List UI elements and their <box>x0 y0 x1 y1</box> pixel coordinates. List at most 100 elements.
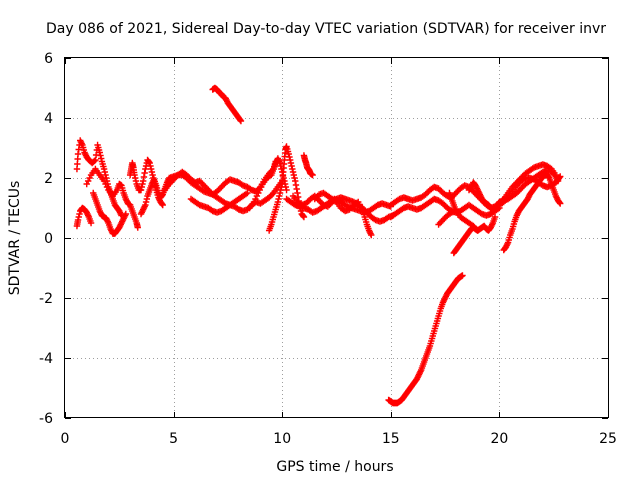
data-point <box>96 149 103 156</box>
data-point <box>92 156 99 164</box>
data-point <box>138 183 145 191</box>
data-point <box>556 199 563 206</box>
y-tick-label: 2 <box>44 171 53 187</box>
data-point <box>141 169 148 177</box>
series-track-09 <box>209 84 245 125</box>
data-point <box>159 201 166 209</box>
data-point <box>87 219 95 227</box>
data-point <box>286 156 294 164</box>
y-tick-label: -6 <box>39 411 53 427</box>
data-point <box>145 158 153 166</box>
data-point <box>289 165 296 173</box>
data-point <box>287 159 295 167</box>
data-point <box>286 153 293 161</box>
data-point <box>76 210 83 218</box>
data-point <box>294 189 301 197</box>
data-point <box>132 177 140 185</box>
x-tick-label: 10 <box>273 431 291 447</box>
data-point <box>147 165 155 173</box>
data-point <box>100 165 108 173</box>
x-tick-label: 15 <box>382 431 400 447</box>
data-point <box>454 209 462 216</box>
plot-frame <box>64 57 609 418</box>
data-point <box>278 183 285 191</box>
data-point <box>557 173 564 180</box>
y-axis-label: SDTVAR / TECUs <box>7 181 23 296</box>
data-point <box>276 192 283 200</box>
y-tick-label: -2 <box>39 291 53 307</box>
data-point <box>131 171 138 179</box>
data-point <box>146 159 153 167</box>
data-point <box>283 186 290 194</box>
data-point <box>148 168 156 176</box>
data-point <box>97 152 104 159</box>
y-tick-label: 6 <box>44 51 53 67</box>
data-point <box>275 195 282 203</box>
data-point <box>557 200 564 207</box>
data-point <box>299 212 307 220</box>
series-track-10 <box>246 155 290 212</box>
data-point <box>366 228 374 236</box>
data-point <box>143 195 151 203</box>
data-point <box>237 117 245 125</box>
series-track-23 <box>496 173 564 209</box>
data-point <box>142 201 149 209</box>
data-point <box>292 177 299 185</box>
data-point <box>122 210 130 218</box>
data-point <box>139 177 147 185</box>
x-tick-label: 20 <box>490 431 508 447</box>
data-point <box>285 150 292 158</box>
chart-title: Day 086 of 2021, Sidereal Day-to-day VTE… <box>46 21 606 37</box>
data-point <box>556 174 563 181</box>
series-track-04 <box>83 165 141 231</box>
series-track-08 <box>187 189 251 216</box>
data-point <box>237 116 244 124</box>
data-point <box>134 224 141 231</box>
data-point <box>98 155 105 162</box>
data-point <box>132 174 139 182</box>
data-point <box>142 198 150 206</box>
data-point <box>288 162 295 170</box>
data-point <box>291 174 298 182</box>
data-point <box>158 200 166 208</box>
data-point <box>75 213 82 221</box>
data-point <box>139 180 146 188</box>
data-point <box>142 165 149 173</box>
data-point <box>491 213 499 221</box>
grid <box>65 58 608 418</box>
data-point <box>83 180 90 188</box>
data-point <box>309 171 316 179</box>
data-point <box>459 272 466 279</box>
data-point <box>137 186 145 194</box>
x-tick-label: 5 <box>169 431 178 447</box>
data-point <box>274 198 282 206</box>
series-track-03 <box>90 189 130 237</box>
series-track-02 <box>73 204 95 230</box>
axis-ticks: 0 5 10 15 20 25 -6 -4 -2 0 2 4 6 <box>39 51 617 447</box>
y-tick-label: 0 <box>44 231 53 247</box>
data-point <box>140 173 148 181</box>
x-axis-label: GPS time / hours <box>276 459 393 475</box>
data-point <box>74 216 82 224</box>
data-point <box>147 162 154 170</box>
data-point <box>149 171 156 179</box>
data-point <box>292 181 300 189</box>
data-point <box>300 213 308 221</box>
data-point <box>101 168 109 176</box>
series-track-13 <box>300 152 316 179</box>
data-point <box>244 189 251 197</box>
series-track-15 <box>311 189 375 239</box>
data-point <box>368 231 375 239</box>
data-points <box>73 84 564 407</box>
series-track-24 <box>385 272 466 407</box>
x-tick-label: 0 <box>61 431 70 447</box>
data-point <box>102 171 109 179</box>
series-track-20 <box>435 207 462 228</box>
series-track-21 <box>450 224 481 257</box>
data-point <box>277 186 284 194</box>
y-tick-label: 4 <box>44 111 53 127</box>
data-point <box>290 171 297 179</box>
data-point <box>74 150 82 158</box>
data-point <box>77 138 85 146</box>
